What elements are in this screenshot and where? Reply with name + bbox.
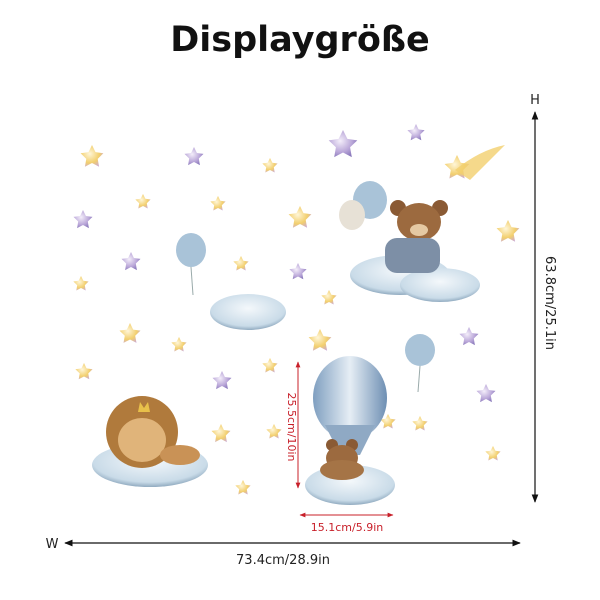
balloon-height-label: 25.5cm/10in <box>285 393 298 462</box>
star <box>412 416 428 431</box>
star <box>476 384 496 403</box>
star <box>119 323 141 343</box>
star <box>171 337 187 352</box>
lion <box>106 396 200 468</box>
star <box>266 424 282 439</box>
shooting-star-tail <box>455 145 505 180</box>
width-letter: W <box>46 537 59 552</box>
bear-top <box>385 200 448 273</box>
star <box>211 424 231 443</box>
star <box>496 220 520 242</box>
clouds <box>92 255 480 505</box>
balloon <box>339 200 365 230</box>
hot-air-balloon <box>313 356 387 480</box>
star-decorations <box>73 124 520 495</box>
star <box>233 256 249 271</box>
star <box>262 158 278 173</box>
star <box>75 363 93 380</box>
star <box>262 358 278 373</box>
height-letter: H <box>530 93 540 108</box>
balloon-string <box>190 266 194 296</box>
star <box>407 124 425 141</box>
star <box>212 371 232 390</box>
star <box>73 210 93 229</box>
star <box>308 329 332 351</box>
star <box>485 446 501 461</box>
star <box>80 145 104 167</box>
star <box>328 130 358 158</box>
star <box>184 147 204 166</box>
balloon <box>405 334 435 366</box>
star <box>321 290 337 305</box>
balloon-string <box>417 365 421 393</box>
star <box>210 196 226 211</box>
star <box>235 480 251 495</box>
star <box>73 276 89 291</box>
balloon-width-label: 15.1cm/5.9in <box>311 521 384 534</box>
star <box>380 414 396 429</box>
height-label: 63.8cm/25.1in <box>542 256 557 350</box>
title: Displaygröße <box>170 20 430 60</box>
cloud <box>210 294 286 330</box>
star <box>289 263 307 280</box>
width-label: 73.4cm/28.9in <box>236 553 330 568</box>
star <box>135 194 151 209</box>
star <box>288 206 312 228</box>
balloon <box>176 233 206 267</box>
star <box>459 327 479 346</box>
balloons <box>176 181 435 393</box>
cloud <box>400 268 480 302</box>
star <box>121 252 141 271</box>
